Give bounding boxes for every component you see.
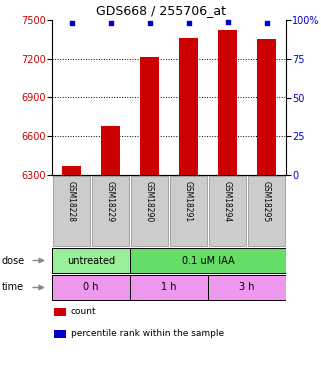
Text: GSM18290: GSM18290: [145, 181, 154, 222]
Bar: [131, 176, 168, 246]
Bar: [52, 248, 130, 273]
Bar: [218, 30, 237, 175]
Point: [108, 20, 113, 26]
Bar: [257, 39, 276, 175]
Bar: [208, 274, 286, 300]
Text: untreated: untreated: [67, 255, 115, 266]
Text: GSM18291: GSM18291: [184, 181, 193, 222]
Bar: [179, 38, 198, 175]
Point: [147, 20, 152, 26]
Text: GSM18229: GSM18229: [106, 181, 115, 222]
Text: percentile rank within the sample: percentile rank within the sample: [71, 330, 224, 339]
Text: time: time: [2, 282, 24, 292]
Point: [69, 20, 74, 26]
Text: dose: dose: [2, 255, 25, 266]
Bar: [130, 274, 208, 300]
Text: GSM18294: GSM18294: [223, 181, 232, 222]
Point: [264, 20, 269, 26]
Bar: [62, 166, 81, 175]
Bar: [54, 330, 66, 338]
Text: GSM18295: GSM18295: [262, 181, 271, 222]
Text: 0 h: 0 h: [83, 282, 99, 292]
Bar: [53, 176, 90, 246]
Text: GSM18228: GSM18228: [67, 181, 76, 222]
Bar: [52, 274, 130, 300]
Bar: [248, 176, 285, 246]
Bar: [130, 248, 286, 273]
Text: 0.1 uM IAA: 0.1 uM IAA: [182, 255, 234, 266]
Point: [186, 20, 191, 26]
Text: 1 h: 1 h: [161, 282, 177, 292]
Point: [225, 18, 230, 24]
Text: count: count: [71, 308, 96, 316]
Bar: [140, 57, 159, 175]
Bar: [92, 176, 129, 246]
Bar: [54, 308, 66, 316]
Bar: [170, 176, 207, 246]
Bar: [209, 176, 246, 246]
Text: GDS668 / 255706_at: GDS668 / 255706_at: [96, 4, 225, 17]
Bar: [101, 126, 120, 175]
Text: 3 h: 3 h: [239, 282, 255, 292]
